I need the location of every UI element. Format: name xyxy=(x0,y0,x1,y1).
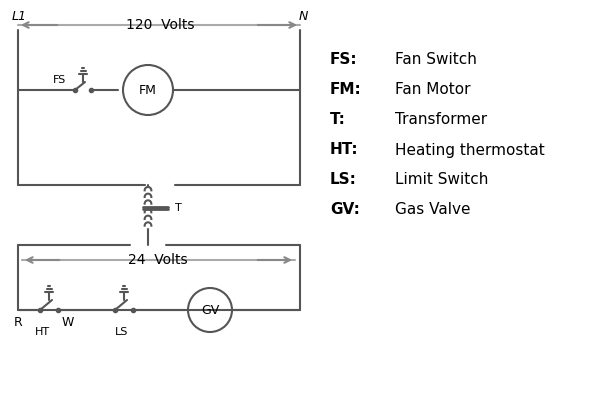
Text: FM: FM xyxy=(139,84,157,96)
Text: Limit Switch: Limit Switch xyxy=(395,172,489,188)
Text: FS:: FS: xyxy=(330,52,358,68)
Text: FM:: FM: xyxy=(330,82,362,98)
Text: T:: T: xyxy=(330,112,346,128)
Text: W: W xyxy=(62,316,74,328)
Text: GV:: GV: xyxy=(330,202,360,218)
Text: Fan Switch: Fan Switch xyxy=(395,52,477,68)
Text: T: T xyxy=(175,203,182,213)
Text: R: R xyxy=(14,316,22,328)
Text: FS: FS xyxy=(53,75,67,85)
Text: HT: HT xyxy=(34,327,50,337)
Text: LS:: LS: xyxy=(330,172,357,188)
Text: Transformer: Transformer xyxy=(395,112,487,128)
Text: 120  Volts: 120 Volts xyxy=(126,18,194,32)
Text: GV: GV xyxy=(201,304,219,316)
Text: Heating thermostat: Heating thermostat xyxy=(395,142,545,158)
Text: Gas Valve: Gas Valve xyxy=(395,202,470,218)
Text: HT:: HT: xyxy=(330,142,359,158)
Text: L1: L1 xyxy=(12,10,27,23)
Text: N: N xyxy=(299,10,308,23)
Text: LS: LS xyxy=(115,327,129,337)
Text: 24  Volts: 24 Volts xyxy=(128,253,188,267)
Text: Fan Motor: Fan Motor xyxy=(395,82,470,98)
